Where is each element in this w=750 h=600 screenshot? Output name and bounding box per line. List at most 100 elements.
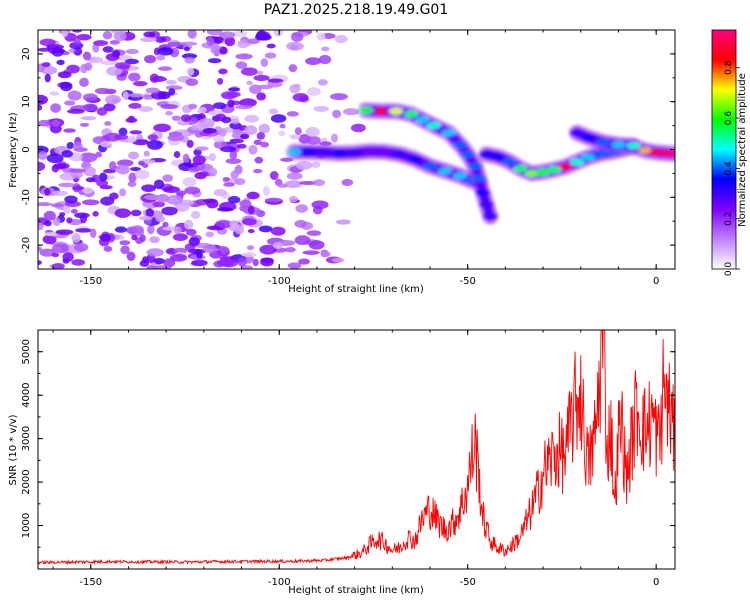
spectrogram-noise-cell — [259, 244, 277, 255]
spectrogram-noise-cell — [305, 57, 322, 66]
spectrogram-noise-cell — [73, 47, 83, 56]
spectrogram-noise-cell — [138, 215, 153, 221]
spectrogram-noise-cell — [165, 79, 178, 85]
spectrogram-noise-cell — [188, 248, 206, 254]
spectrogram-noise-cell — [68, 48, 76, 53]
ridge-point — [404, 110, 419, 118]
y-tick-label: -10 — [21, 189, 32, 205]
spectrogram-noise-cell — [100, 196, 115, 206]
spectrogram-noise-cell — [236, 143, 247, 149]
spectrogram-noise-cell — [158, 66, 173, 71]
ridge-point — [415, 116, 430, 124]
spectrogram-noise-cell — [162, 174, 174, 182]
spectrogram-noise-cell — [128, 151, 140, 160]
spectrogram-noise-cell — [38, 260, 42, 265]
spectrogram-noise-cell — [168, 88, 176, 96]
ridge-point — [468, 163, 483, 170]
spectrogram-noise-cell — [247, 38, 260, 45]
spectrogram-noise-cell — [184, 56, 195, 64]
spectrogram-noise-cell — [72, 141, 83, 152]
spectrogram-noise-cell — [220, 146, 237, 153]
spectrogram-noise-cell — [98, 172, 108, 182]
spectrogram-noise-cell — [332, 109, 342, 119]
spectrogram-noise-cell — [68, 168, 87, 173]
snr-y-ticks: 1000 2000 3000 4000 5000 — [21, 329, 675, 570]
spectrogram-noise-cell — [96, 107, 108, 116]
spectrogram-noise-cell — [39, 38, 56, 47]
spectrogram-noise-cell — [207, 167, 218, 177]
spectrogram-noise-cell — [227, 87, 241, 92]
y-tick-label: -20 — [21, 237, 32, 253]
spectrogram-noise-cell — [223, 182, 235, 187]
y-tick-label: 5000 — [21, 339, 32, 364]
spectrogram-noise-cell — [195, 146, 209, 151]
spectrogram-noise-cell — [280, 157, 294, 162]
snr-frame — [37, 329, 676, 570]
spectrogram-noise-cell — [119, 188, 127, 197]
spectrogram-noise-cell — [267, 78, 284, 83]
ridge-point — [668, 150, 675, 158]
spectrogram-noise-cell — [139, 260, 150, 267]
spectrogram-noise-cell — [272, 241, 284, 250]
spectrogram-noise-cell — [49, 91, 60, 96]
spectrogram-noise-cell — [290, 45, 299, 50]
colorbar-tick-label: 0.4 — [724, 161, 734, 176]
spectrogram-noise-cell — [127, 135, 136, 143]
ridge-point — [374, 108, 388, 115]
spectrogram-noise-cell — [294, 235, 311, 246]
spectrogram-noise-cell — [160, 103, 179, 110]
spectrogram-noise-cell — [229, 220, 239, 228]
spectrogram-noise-cell — [44, 73, 51, 83]
ridge-point — [536, 168, 551, 176]
spectrogram-noise-cell — [295, 204, 309, 213]
spectrogram-noise-layer — [38, 30, 366, 269]
spectrogram-noise-cell — [240, 133, 250, 140]
spectrogram-noise-cell — [141, 184, 156, 192]
spectrogram-noise-cell — [270, 226, 286, 236]
spectrogram-noise-cell — [61, 30, 69, 38]
spectrogram-noise-cell — [165, 110, 174, 116]
spectrogram-noise-cell — [100, 140, 113, 148]
spectrogram-noise-cell — [220, 258, 238, 268]
spectrogram-noise-cell — [213, 189, 227, 197]
spectrogram-noise-cell — [175, 190, 187, 196]
spectrogram-noise-cell — [206, 36, 215, 47]
y-tick-label: 4000 — [21, 382, 32, 407]
spectrogram-noise-cell — [253, 139, 262, 146]
spectrogram-noise-cell — [50, 203, 64, 208]
spectrogram-noise-cell — [311, 161, 321, 169]
colorbar-label: Normalized spectral amplitude — [737, 73, 748, 227]
spectrogram-noise-cell — [114, 62, 131, 70]
spectrogram-noise-cell — [126, 251, 136, 262]
spectrogram-noise-cell — [146, 248, 164, 257]
spectrogram-noise-cell — [44, 232, 58, 237]
x-tick-label: -100 — [268, 577, 291, 588]
spectrogram-noise-cell — [313, 105, 330, 112]
spectrogram-noise-cell — [79, 77, 89, 88]
spectrogram-noise-cell — [237, 257, 247, 267]
spectrogram-noise-cell — [79, 122, 90, 127]
spectrogram-noise-cell — [227, 196, 241, 204]
spectrogram-noise-cell — [124, 58, 139, 65]
snr-line — [38, 330, 675, 566]
spectrogram-noise-cell — [294, 127, 302, 136]
spectrogram-noise-cell — [225, 158, 242, 164]
spectrogram-noise-cell — [116, 164, 130, 175]
spectrogram-noise-cell — [268, 108, 279, 115]
spectrogram-noise-cell — [256, 131, 266, 140]
spectrogram-noise-cell — [330, 133, 339, 143]
spectrogram-y-label: Frequency (Hz) — [8, 112, 19, 188]
spectrogram-noise-cell — [155, 215, 166, 223]
ridge-point — [581, 134, 596, 141]
spectrogram-noise-cell — [277, 183, 288, 188]
spectrogram-noise-cell — [138, 161, 145, 166]
spectrogram-noise-cell — [191, 259, 208, 267]
spectrogram-noise-cell — [143, 31, 156, 38]
spectrogram-noise-cell — [117, 159, 134, 167]
x-tick-label: -50 — [460, 577, 476, 588]
spectrogram-noise-cell — [205, 231, 215, 238]
spectrogram-noise-cell — [94, 87, 111, 95]
spectrogram-noise-cell — [138, 106, 153, 113]
spectrogram-noise-cell — [186, 139, 194, 148]
